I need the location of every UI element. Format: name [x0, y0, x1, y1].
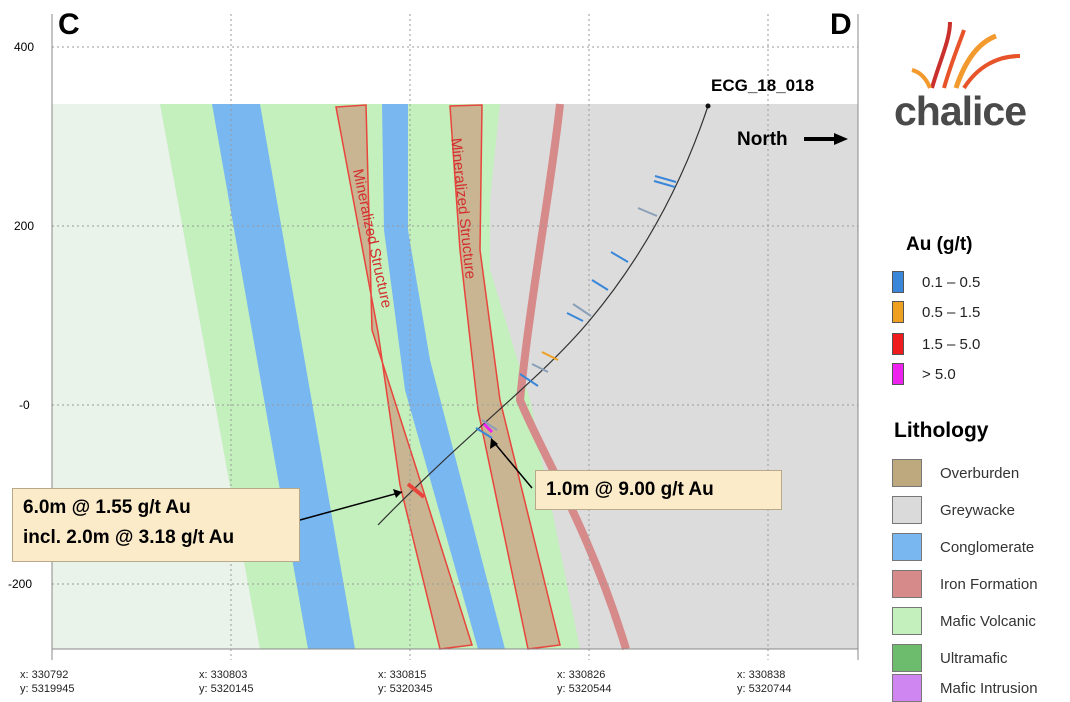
x-tick-y: y: 5320544: [557, 682, 611, 696]
intercept-callout-lower: 6.0m @ 1.55 g/t Au incl. 2.0m @ 3.18 g/t…: [12, 488, 300, 562]
lithology-label: Iron Formation: [940, 576, 1038, 593]
lithology-legend-item: Mafic Volcanic: [892, 607, 1036, 635]
cross-section: Mineralized Structure Mineralized Struct…: [0, 0, 870, 702]
lithology-swatch: [892, 459, 922, 487]
legend-panel: chalice Au (g/t) 0.1 – 0.5 0.5 – 1.5 1.5…: [870, 0, 1070, 702]
drillhole-label: ECG_18_018: [711, 76, 814, 96]
section-left-label: C: [58, 8, 80, 42]
lithology-swatch: [892, 533, 922, 561]
lithology-legend-item: Overburden: [892, 459, 1019, 487]
lithology-legend-item: Iron Formation: [892, 570, 1038, 598]
lithology-label: Greywacke: [940, 502, 1015, 519]
y-tick: 200: [14, 219, 58, 233]
lithology-label: Overburden: [940, 465, 1019, 482]
x-tick-x: x: 330792: [20, 668, 74, 682]
callout-lower-line1: 6.0m @ 1.55 g/t Au: [23, 493, 289, 523]
y-tick: 400: [14, 40, 58, 54]
lithology-swatch: [892, 570, 922, 598]
section-right-label: D: [830, 8, 852, 42]
lithology-legend-item: Ultramafic: [892, 644, 1008, 672]
lithology-swatch: [892, 607, 922, 635]
au-label: 0.5 – 1.5: [922, 304, 980, 321]
x-tick-y: y: 5320744: [737, 682, 791, 696]
intercept-callout-upper: 1.0m @ 9.00 g/t Au: [535, 470, 782, 510]
x-tick-x: x: 330826: [557, 668, 611, 682]
lithology-label: Mafic Intrusion: [940, 680, 1038, 697]
section-svg: [0, 0, 870, 702]
lithology-legend-item: Conglomerate: [892, 533, 1034, 561]
au-legend-item: 1.5 – 5.0: [892, 330, 980, 358]
au-label: > 5.0: [922, 366, 956, 383]
x-tick-x: x: 330838: [737, 668, 791, 682]
lithology-legend-item: Mafic Intrusion: [892, 674, 1038, 702]
x-tick: x: 330826 y: 5320544: [557, 668, 611, 696]
au-swatch: [892, 363, 904, 385]
y-tick: -200: [8, 577, 52, 591]
lithology-swatch: [892, 674, 922, 702]
lithology-swatch: [892, 496, 922, 524]
x-tick-x: x: 330803: [199, 668, 253, 682]
lithology-label: Mafic Volcanic: [940, 613, 1036, 630]
au-swatch: [892, 271, 904, 293]
callout-upper-text: 1.0m @ 9.00 g/t Au: [546, 475, 771, 505]
lithology-label: Conglomerate: [940, 539, 1034, 556]
x-tick: x: 330815 y: 5320345: [378, 668, 432, 696]
au-legend-title: Au (g/t): [906, 234, 972, 256]
au-label: 1.5 – 5.0: [922, 336, 980, 353]
x-tick-y: y: 5320345: [378, 682, 432, 696]
au-legend-item: 0.5 – 1.5: [892, 298, 980, 326]
au-label: 0.1 – 0.5: [922, 274, 980, 291]
au-swatch: [892, 301, 904, 323]
au-swatch: [892, 333, 904, 355]
north-label: North: [737, 129, 788, 151]
lithology-label: Ultramafic: [940, 650, 1008, 667]
lithology-legend-title: Lithology: [894, 419, 988, 443]
y-tick: -0: [19, 398, 63, 412]
logo-mark-icon: [870, 0, 1070, 100]
x-tick-y: y: 5319945: [20, 682, 74, 696]
x-tick: x: 330838 y: 5320744: [737, 668, 791, 696]
callout-lower-line2: incl. 2.0m @ 3.18 g/t Au: [23, 523, 289, 553]
drillhole-collar: [706, 104, 711, 109]
x-tick: x: 330792 y: 5319945: [20, 668, 74, 696]
x-tick-y: y: 5320145: [199, 682, 253, 696]
company-logo: chalice: [870, 0, 1070, 140]
x-tick: x: 330803 y: 5320145: [199, 668, 253, 696]
x-tick-x: x: 330815: [378, 668, 432, 682]
au-legend-item: > 5.0: [892, 360, 956, 388]
lithology-legend-item: Greywacke: [892, 496, 1015, 524]
logo-wordmark: chalice: [894, 88, 1026, 135]
lithology-swatch: [892, 644, 922, 672]
au-legend-item: 0.1 – 0.5: [892, 268, 980, 296]
